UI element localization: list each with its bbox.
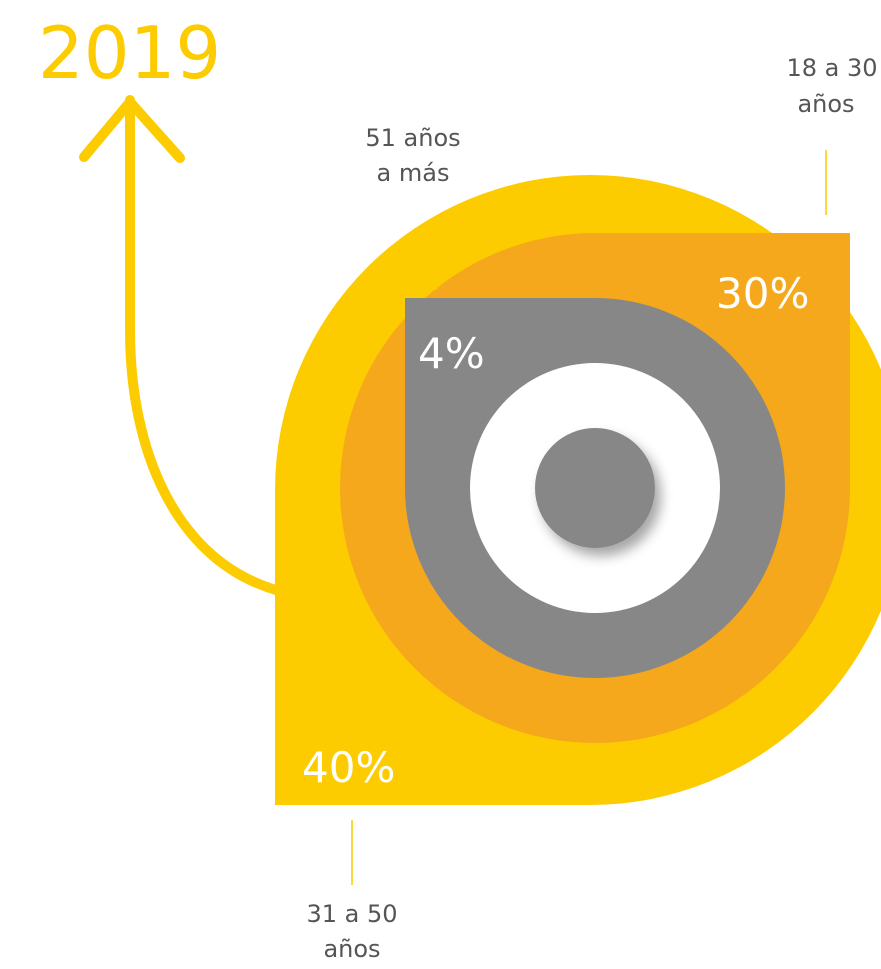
segment-label: 51 años [365,124,460,152]
segment-value: 40% [302,743,395,792]
segment-value: 4% [418,329,485,378]
segment-value: 30% [716,269,809,318]
title: 2019 [38,11,221,95]
segment-label: años [323,935,380,963]
segment-label: a más [377,159,450,187]
center-dot [535,428,655,548]
arrow-head [79,97,185,163]
segment-label: años [797,90,854,118]
arrow [125,95,281,595]
segment-label: 18 a 30 [786,54,877,82]
segment-label: 31 a 50 [306,900,397,928]
